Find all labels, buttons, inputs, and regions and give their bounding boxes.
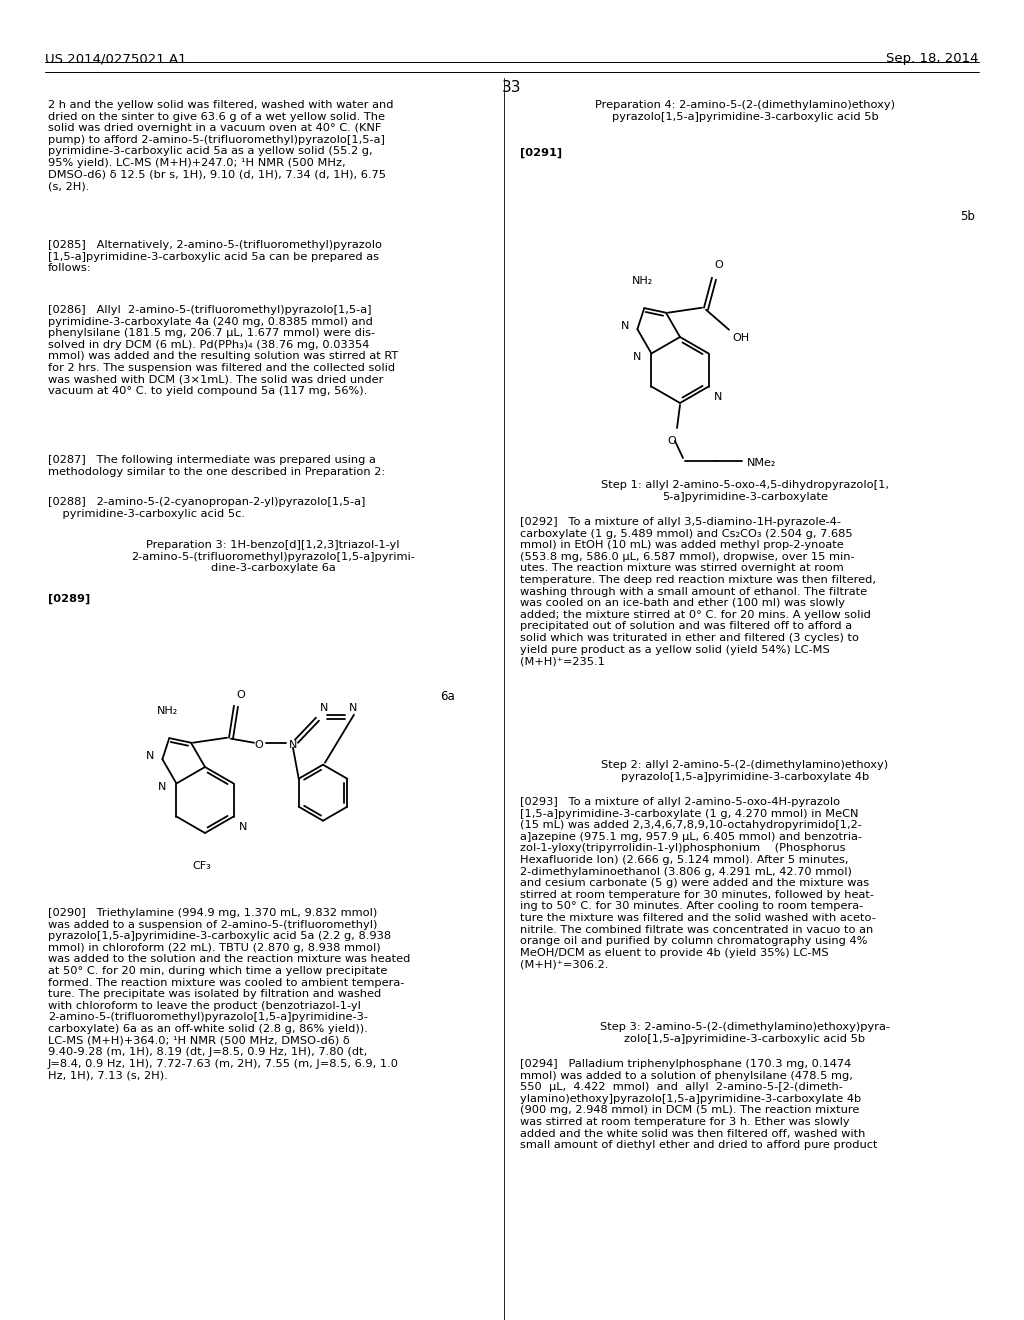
Text: [0285]   Alternatively, 2-amino-5-(trifluoromethyl)pyrazolo
[1,5-a]pyrimidine-3-: [0285] Alternatively, 2-amino-5-(trifluo… xyxy=(48,240,382,273)
Text: OH: OH xyxy=(732,333,750,343)
Text: [0288]   2-amino-5-(2-cyanopropan-2-yl)pyrazolo[1,5-a]
    pyrimidine-3-carboxyl: [0288] 2-amino-5-(2-cyanopropan-2-yl)pyr… xyxy=(48,498,366,519)
Text: [0287]   The following intermediate was prepared using a
methodology similar to : [0287] The following intermediate was pr… xyxy=(48,455,385,477)
Text: CF₃: CF₃ xyxy=(193,861,211,871)
Text: 5b: 5b xyxy=(961,210,975,223)
Text: N: N xyxy=(289,739,297,750)
Text: O: O xyxy=(668,436,677,446)
Text: [0294]   Palladium triphenylphosphane (170.3 mg, 0.1474
mmol) was added to a sol: [0294] Palladium triphenylphosphane (170… xyxy=(520,1059,878,1150)
Text: Step 1: allyl 2-amino-5-oxo-4,5-dihydropyrazolo[1,
5-a]pyrimidine-3-carboxylate: Step 1: allyl 2-amino-5-oxo-4,5-dihydrop… xyxy=(601,480,889,502)
Text: O: O xyxy=(714,260,723,269)
Text: 33: 33 xyxy=(502,81,522,95)
Text: N: N xyxy=(146,751,155,762)
Text: 2 h and the yellow solid was filtered, washed with water and
dried on the sinter: 2 h and the yellow solid was filtered, w… xyxy=(48,100,393,191)
Text: N: N xyxy=(319,702,329,713)
Text: N: N xyxy=(158,781,167,792)
Text: [0286]   Allyl  2-amino-5-(trifluoromethyl)pyrazolo[1,5-a]
pyrimidine-3-carboxyl: [0286] Allyl 2-amino-5-(trifluoromethyl)… xyxy=(48,305,398,396)
Text: Preparation 4: 2-amino-5-(2-(dimethylamino)ethoxy)
pyrazolo[1,5-a]pyrimidine-3-c: Preparation 4: 2-amino-5-(2-(dimethylami… xyxy=(595,100,895,121)
Text: Preparation 3: 1H-benzo[d][1,2,3]triazol-1-yl
2-amino-5-(trifluoromethyl)pyrazol: Preparation 3: 1H-benzo[d][1,2,3]triazol… xyxy=(131,540,415,573)
Text: Sep. 18, 2014: Sep. 18, 2014 xyxy=(887,51,979,65)
Text: NH₂: NH₂ xyxy=(157,706,178,715)
Text: [0292]   To a mixture of allyl 3,5-diamino-1H-pyrazole-4-
carboxylate (1 g, 5.48: [0292] To a mixture of allyl 3,5-diamino… xyxy=(520,517,876,667)
Text: [0291]: [0291] xyxy=(520,148,562,158)
Text: NMe₂: NMe₂ xyxy=(746,458,776,469)
Text: [0289]: [0289] xyxy=(48,594,90,605)
Text: N: N xyxy=(239,821,247,832)
Text: Step 2: allyl 2-amino-5-(2-(dimethylamino)ethoxy)
pyrazolo[1,5-a]pyrimidine-3-ca: Step 2: allyl 2-amino-5-(2-(dimethylamin… xyxy=(601,760,889,781)
Text: N: N xyxy=(633,351,641,362)
Text: 6a: 6a xyxy=(440,690,455,704)
Text: [0293]   To a mixture of allyl 2-amino-5-oxo-4H-pyrazolo
[1,5-a]pyrimidine-3-car: [0293] To a mixture of allyl 2-amino-5-o… xyxy=(520,797,876,969)
Text: US 2014/0275021 A1: US 2014/0275021 A1 xyxy=(45,51,186,65)
Text: NH₂: NH₂ xyxy=(632,276,653,286)
Text: [0290]   Triethylamine (994.9 mg, 1.370 mL, 9.832 mmol)
was added to a suspensio: [0290] Triethylamine (994.9 mg, 1.370 mL… xyxy=(48,908,411,1080)
Text: N: N xyxy=(714,392,722,401)
Text: O: O xyxy=(236,690,245,700)
Text: N: N xyxy=(621,321,630,331)
Text: Step 3: 2-amino-5-(2-(dimethylamino)ethoxy)pyra-
zolo[1,5-a]pyrimidine-3-carboxy: Step 3: 2-amino-5-(2-(dimethylamino)etho… xyxy=(600,1022,890,1044)
Text: O: O xyxy=(255,739,263,750)
Text: N: N xyxy=(349,702,357,713)
